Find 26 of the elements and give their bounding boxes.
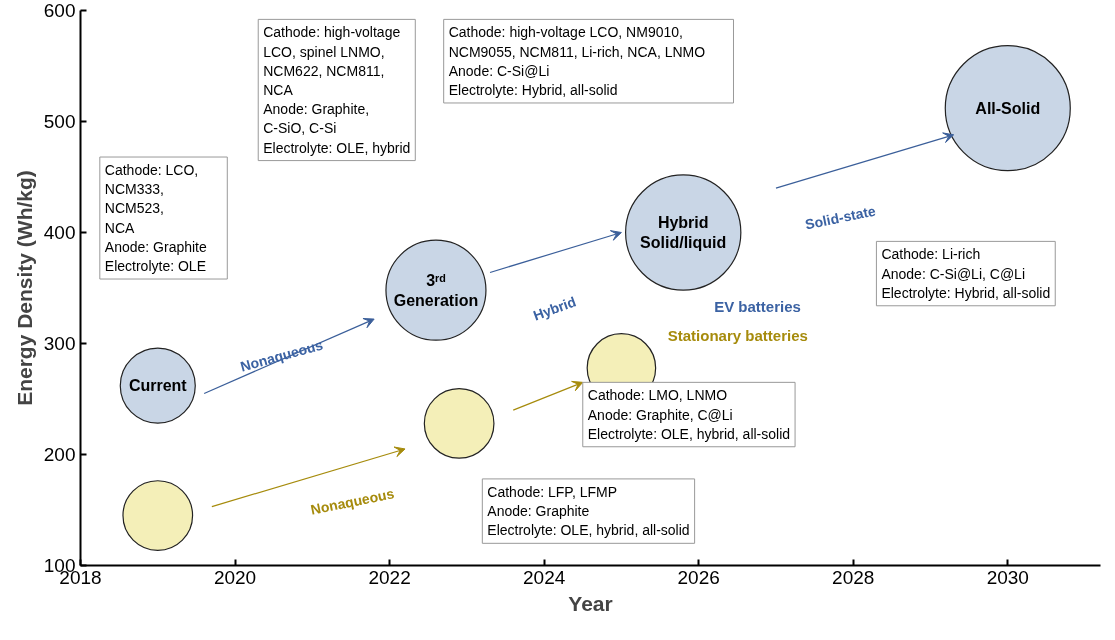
annotation: Current [128, 377, 188, 395]
series-label: Stationary batteries [667, 326, 808, 344]
annotation: Cathode: high-voltage LCO, spinel LNMO, NCM622, NCM811, NCA Anode: Graphite, C-SiO, C-Si Electrolyte: OLE, hybrid [263, 24, 411, 156]
annotation: 3ʳᵈ Generation [393, 271, 479, 309]
y-axis-title: Energy Density (Wh/kg) [12, 170, 36, 406]
y-tick-label: 500 [43, 111, 76, 132]
annotation: Solid-state [803, 202, 878, 233]
x-axis-title: Year [568, 591, 613, 615]
x-tick-label: 2026 [677, 566, 720, 588]
y-tick-label: 400 [43, 222, 76, 243]
x-tick-label: 2030 [986, 566, 1029, 588]
annotation: All-Solid [975, 99, 1041, 117]
x-tick-label: 2020 [213, 566, 257, 588]
y-tick-label: 300 [43, 333, 76, 354]
x-tick-label: 2024 [523, 566, 566, 588]
annotation: Cathode: LMO, LNMO Anode: Graphite, C@Li Electrolyte: OLE, hybrid, all-solid [587, 387, 791, 442]
annotation: Hybrid Solid/liquid [640, 213, 727, 252]
y-tick-label: 200 [43, 444, 76, 465]
annotation: Cathode: LCO, NCM333, NCM523, NCA Anode: Graphite Electrolyte: OLE [104, 162, 207, 275]
series-label: EV batteries [714, 297, 801, 315]
annotation: Cathode: LFP, LFMP Anode: Graphite Electrolyte: OLE, hybrid, all-solid [487, 483, 690, 539]
annotation: Cathode: high-voltage LCO, NM9010, NCM9055, NCM811, Li-rich, NCA, LNMO Anode: C-Si@Li Electrolyte: Hybrid, all-solid [448, 24, 706, 98]
x-tick-label: 2022 [368, 566, 411, 588]
annotation: Cathode: Li-rich Anode: C-Si@Li, C@Li Electrolyte: Hybrid, all-solid [881, 246, 1051, 301]
x-tick-label: 2028 [832, 566, 875, 588]
y-tick-label: 600 [43, 0, 76, 21]
